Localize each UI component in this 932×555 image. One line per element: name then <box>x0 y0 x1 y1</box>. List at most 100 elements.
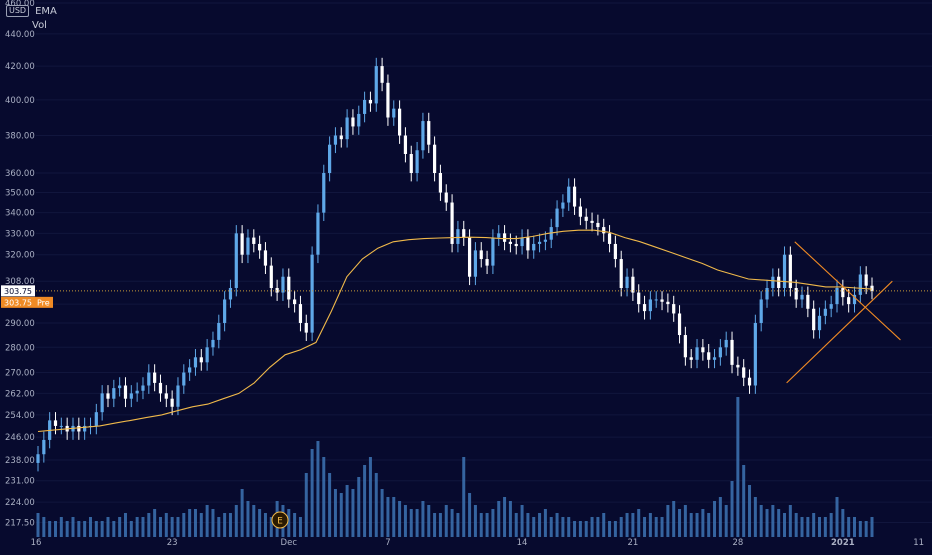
volume-bar <box>561 517 565 537</box>
event-marker[interactable]: E <box>271 511 289 529</box>
candle-body <box>123 385 128 399</box>
volume-bar <box>211 509 215 537</box>
volume-bar <box>339 493 343 537</box>
y-tick-label: 360.00 <box>5 169 35 179</box>
candle-body <box>53 420 58 426</box>
candle-body <box>438 173 443 193</box>
volume-bar <box>543 509 547 537</box>
volume-bar <box>520 505 524 537</box>
candle-body <box>514 243 518 247</box>
candle-body <box>223 299 227 323</box>
volume-bar <box>654 517 658 537</box>
trendline-2 <box>794 241 901 341</box>
volume-bar <box>415 509 419 537</box>
candle-body <box>380 66 384 83</box>
volume-bar <box>333 489 337 537</box>
candle-body <box>747 377 752 386</box>
candle-body <box>199 357 203 363</box>
last-price-tag-text: 303.75 <box>4 287 32 296</box>
grid-layer <box>36 2 932 523</box>
volume-bar <box>619 517 623 537</box>
y-tick-label: 224.00 <box>5 498 35 508</box>
candle-body <box>718 347 722 358</box>
candle-body <box>829 304 833 309</box>
volume-bar <box>503 497 507 537</box>
volume-bar <box>806 517 810 537</box>
volume-bar <box>403 505 407 537</box>
volume-bar <box>368 457 372 537</box>
volume-bar <box>724 505 728 537</box>
candle-body <box>112 388 116 399</box>
y-tick-label: 231.00 <box>5 477 35 487</box>
candle-body <box>532 243 536 251</box>
ema-legend-label[interactable]: EMA <box>35 5 57 17</box>
earnings-event-icon[interactable] <box>271 511 289 529</box>
volume-bar <box>217 517 221 537</box>
candle-body <box>631 276 635 293</box>
volume-bar <box>678 509 682 537</box>
x-tick-label: 21 <box>627 538 638 548</box>
candle-body <box>543 239 547 242</box>
volume-bar <box>695 513 699 537</box>
candle-body <box>462 229 466 238</box>
candle-body <box>228 287 233 300</box>
candle-body <box>823 308 827 316</box>
candle-body <box>637 292 641 305</box>
volume-bar <box>783 513 787 537</box>
candle-body <box>176 385 180 407</box>
volume-bar <box>730 481 734 537</box>
candle-body <box>555 208 559 228</box>
candle-body <box>456 229 460 244</box>
pre-label: Pre <box>37 298 50 307</box>
volume-bar <box>742 465 746 537</box>
volume-bar <box>748 485 752 537</box>
candle-body <box>806 294 810 309</box>
volume-bar <box>613 521 617 537</box>
volume-bar <box>689 513 693 537</box>
volume-bar <box>77 521 81 537</box>
candle-body <box>427 121 431 145</box>
candle-body <box>182 372 186 386</box>
candle-body <box>607 233 612 244</box>
candle-body <box>485 259 489 266</box>
candle-body <box>415 150 419 174</box>
candle-body <box>298 304 303 323</box>
volume-bar <box>205 505 209 537</box>
y-tick-label: 380.00 <box>5 132 35 142</box>
x-tick-label: 7 <box>385 538 390 548</box>
volume-bar <box>753 497 757 537</box>
volume-bar <box>777 509 781 537</box>
vol-legend-label[interactable]: Vol <box>32 19 47 31</box>
candle-body <box>847 297 851 305</box>
volume-bar <box>555 513 559 537</box>
volume-bar <box>59 517 63 537</box>
candle-body <box>83 425 87 432</box>
volume-bar <box>176 517 180 537</box>
volume-bar <box>870 517 874 537</box>
x-tick-label: 14 <box>517 538 528 548</box>
x-tick-label: Dec <box>281 538 298 548</box>
y-tick-label: 262.00 <box>5 389 35 399</box>
y-tick-label: 340.00 <box>5 209 35 219</box>
volume-bar <box>864 521 868 537</box>
currency-badge[interactable]: USD <box>6 5 30 17</box>
x-tick-label: 11 <box>913 538 924 548</box>
x-tick-label: 28 <box>732 538 743 548</box>
volume-bar <box>660 517 664 537</box>
candle-body <box>170 398 174 407</box>
legend-row-vol: Vol <box>6 18 57 32</box>
volume-bar <box>42 517 46 537</box>
volume-bar <box>468 493 472 537</box>
candle-body <box>240 233 244 255</box>
volume-bar <box>672 501 676 537</box>
candle-body <box>322 173 326 213</box>
volume-bar <box>363 465 367 537</box>
candle-body <box>841 287 845 298</box>
x-tick-label: 23 <box>167 538 178 548</box>
volume-bar <box>322 457 326 537</box>
volume-bar <box>858 521 862 537</box>
volume-bar <box>88 517 92 537</box>
y-tick-label: 254.00 <box>5 411 35 421</box>
